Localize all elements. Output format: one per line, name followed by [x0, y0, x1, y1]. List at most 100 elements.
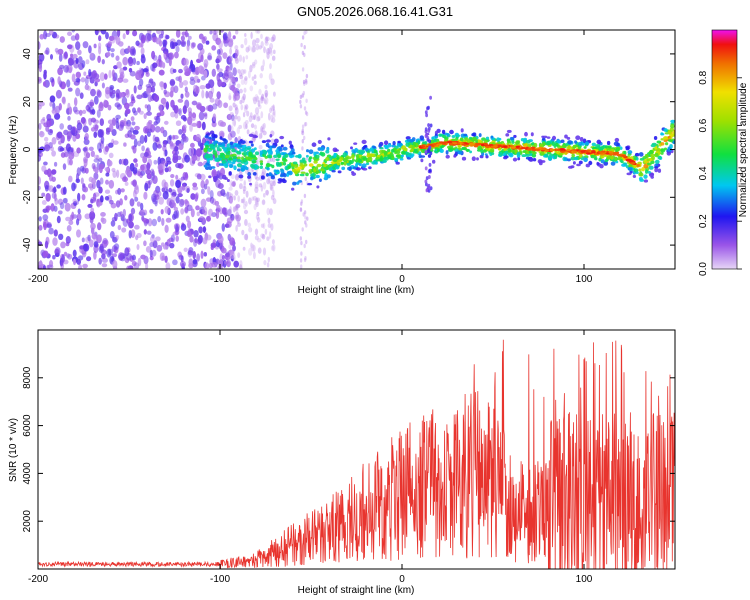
spectrogram-point: [163, 89, 167, 95]
spectrogram-point: [607, 145, 612, 149]
spectrogram-point: [100, 30, 107, 35]
spectrogram-point: [271, 117, 276, 124]
spectrogram-point: [172, 153, 179, 161]
spectrogram-point: [158, 33, 164, 39]
spectrogram-point: [245, 190, 249, 198]
spectrogram-point: [186, 230, 192, 238]
spectrogram-point: [208, 136, 212, 140]
spectrogram-point: [72, 258, 77, 266]
spectrogram-point: [39, 34, 45, 40]
spectrogram-point: [109, 123, 114, 133]
spectrogram-point: [89, 52, 94, 59]
spectrogram-point: [207, 55, 213, 61]
spectrogram-point: [228, 125, 232, 134]
spectrogram-point: [507, 147, 512, 153]
spectrogram-point: [227, 233, 232, 241]
spectrogram-point: [610, 155, 614, 160]
spectrogram-point: [351, 154, 355, 159]
spectrogram-point: [228, 92, 232, 101]
spectrogram-point: [147, 30, 152, 35]
spectrogram-point: [145, 246, 152, 253]
spectrogram-point: [251, 165, 256, 169]
spectrogram-point: [301, 128, 304, 133]
spectrogram-point: [239, 264, 243, 269]
spectrogram-point: [75, 178, 81, 184]
spectrogram-point: [236, 49, 240, 56]
spectrogram-point: [107, 41, 112, 48]
spectrogram-point: [249, 182, 252, 186]
spectrogram-point: [233, 206, 236, 213]
spectrogram-point: [221, 143, 226, 147]
y-tick-label: 6000: [22, 414, 33, 437]
spectrogram-point: [233, 260, 240, 268]
spectrogram-point: [131, 260, 137, 267]
spectrogram-point: [424, 110, 428, 115]
spectrogram-point: [149, 249, 153, 258]
spectrogram-point: [197, 234, 203, 244]
spectrogram-point: [265, 139, 271, 143]
spectrogram-point: [68, 151, 75, 160]
spectrogram-point: [146, 121, 152, 129]
spectrogram-point: [132, 167, 138, 175]
spectrogram-point: [68, 106, 73, 115]
spectrogram-point: [300, 171, 306, 174]
spectrogram-point: [122, 56, 129, 66]
spectrogram-point: [78, 264, 83, 269]
spectrogram-point: [230, 130, 236, 138]
spectrogram-point: [254, 181, 259, 189]
spectrogram-point: [140, 202, 144, 211]
spectrogram-point: [96, 234, 102, 244]
spectrogram-point: [46, 223, 52, 229]
spectrogram-point: [99, 103, 103, 109]
spectrogram-point: [561, 145, 567, 148]
spectrogram-point: [305, 80, 308, 85]
spectrogram-point: [260, 223, 265, 228]
colorbar-tick-label: 0.4: [698, 166, 709, 180]
spectrogram-point: [200, 198, 207, 208]
spectrogram-point: [117, 30, 121, 38]
spectrogram-point: [630, 162, 636, 165]
spectrogram-point: [147, 179, 153, 185]
spectrogram-point: [372, 145, 377, 149]
spectrogram-point: [301, 139, 304, 144]
spectrogram-point: [245, 55, 249, 60]
spectrogram-point: [264, 84, 268, 90]
spectrogram-point: [301, 131, 305, 136]
spectrogram-point: [300, 264, 303, 269]
spectrogram-point: [258, 133, 263, 139]
spectrogram-point: [115, 169, 120, 179]
spectrogram-point: [98, 42, 102, 49]
spectrogram-point: [347, 156, 352, 160]
spectrogram-point: [38, 41, 41, 50]
spectrogram-point: [132, 30, 138, 37]
spectrogram-point: [191, 155, 198, 162]
spectrogram-point: [235, 77, 238, 83]
spectrogram-point: [164, 205, 170, 214]
spectrogram-point: [272, 198, 277, 205]
spectrogram-point: [271, 55, 276, 61]
spectrogram-point: [358, 162, 362, 167]
spectrogram-point: [483, 143, 489, 146]
spectrogram-point: [301, 93, 305, 98]
spectrogram-point: [513, 134, 517, 138]
spectrogram-point: [419, 135, 425, 141]
spectrogram-point: [58, 53, 63, 62]
spectrogram-point: [314, 166, 319, 170]
spectrogram-point: [235, 211, 240, 219]
spectrogram-point: [98, 35, 102, 42]
spectrogram-point: [580, 150, 586, 153]
spectrogram-point: [432, 143, 437, 146]
spectrogram-point: [441, 129, 446, 135]
spectrogram-point: [541, 135, 545, 139]
spectrogram-point: [90, 222, 96, 230]
spectrogram-point: [250, 45, 256, 53]
spectrogram-point: [72, 198, 77, 203]
spectrogram-point: [648, 151, 653, 155]
spectrogram-point: [643, 179, 649, 183]
spectrogram-point: [207, 132, 211, 136]
spectrogram-point: [292, 161, 298, 165]
spectrogram-point: [608, 151, 613, 154]
spectrogram-point: [103, 99, 107, 105]
spectrogram-point: [236, 168, 241, 172]
spectrogram-point: [96, 90, 102, 98]
